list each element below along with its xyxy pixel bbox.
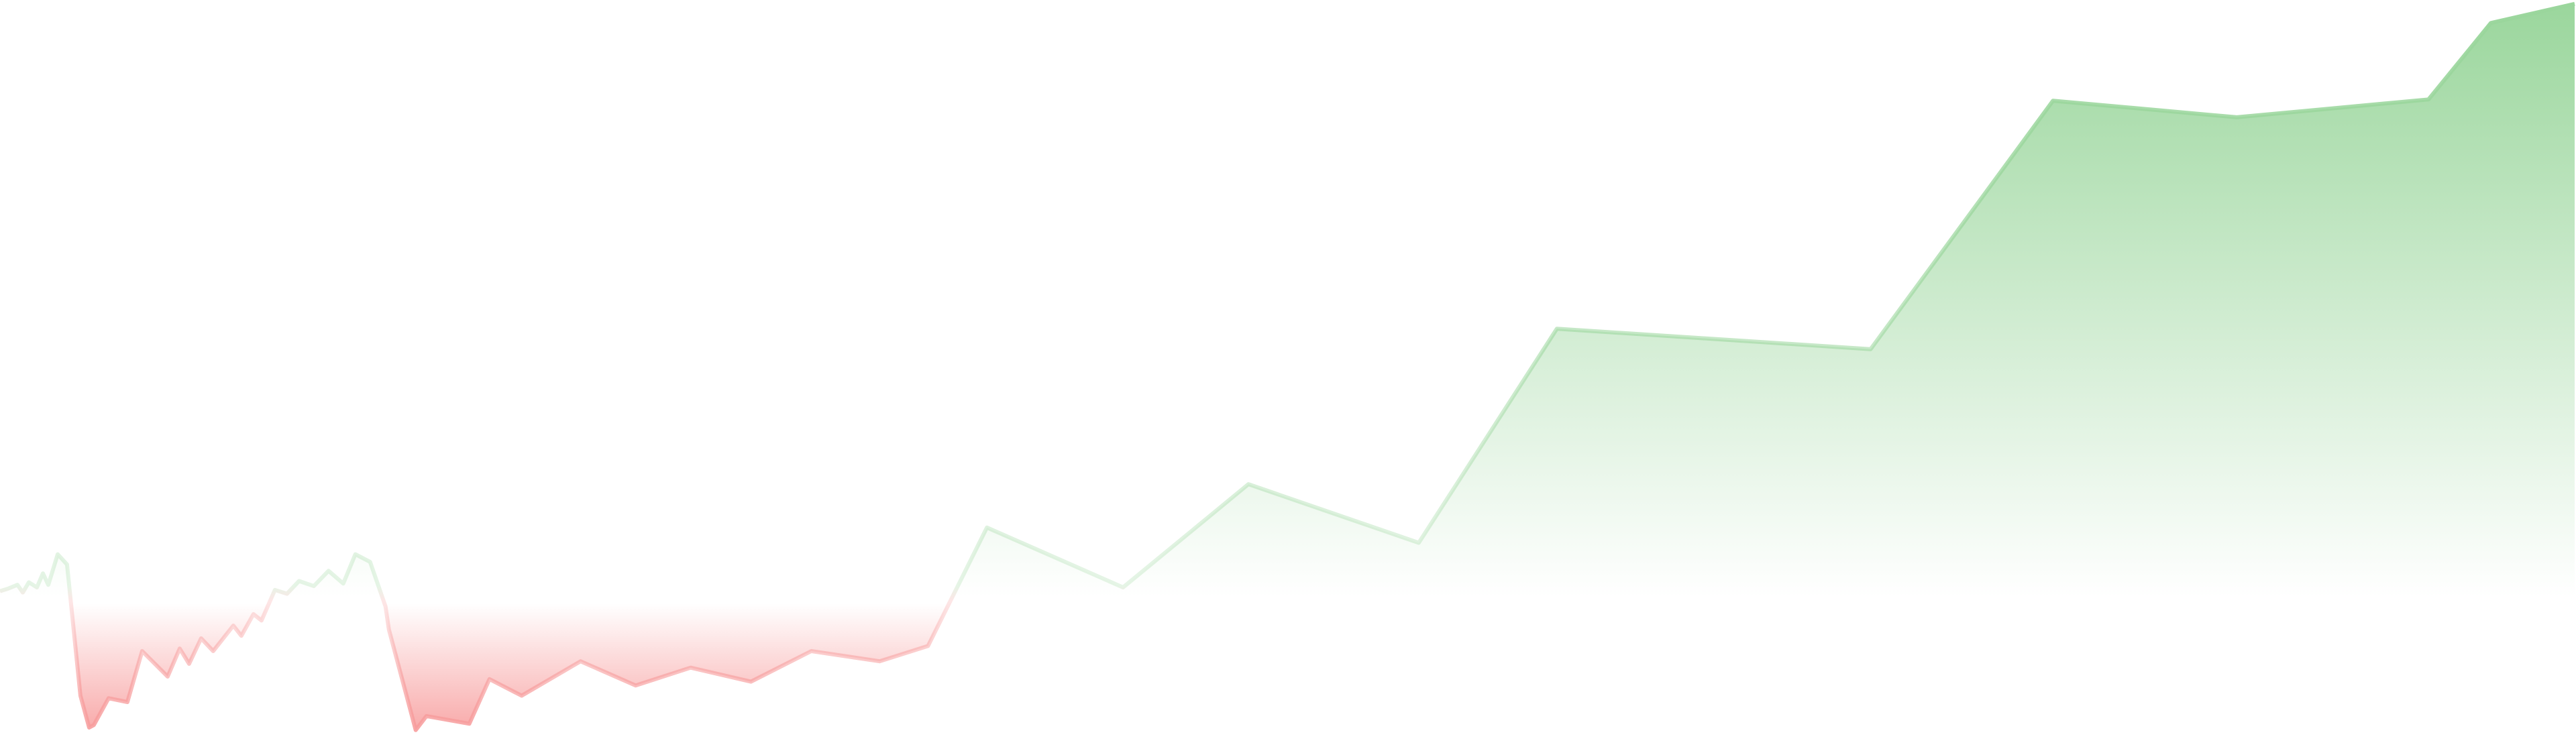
area-layer bbox=[0, 3, 2575, 730]
line-layer bbox=[0, 1, 2575, 732]
area-fill-negative bbox=[0, 600, 2575, 730]
series-line bbox=[0, 1, 2575, 732]
area-fill-positive bbox=[0, 3, 2575, 600]
